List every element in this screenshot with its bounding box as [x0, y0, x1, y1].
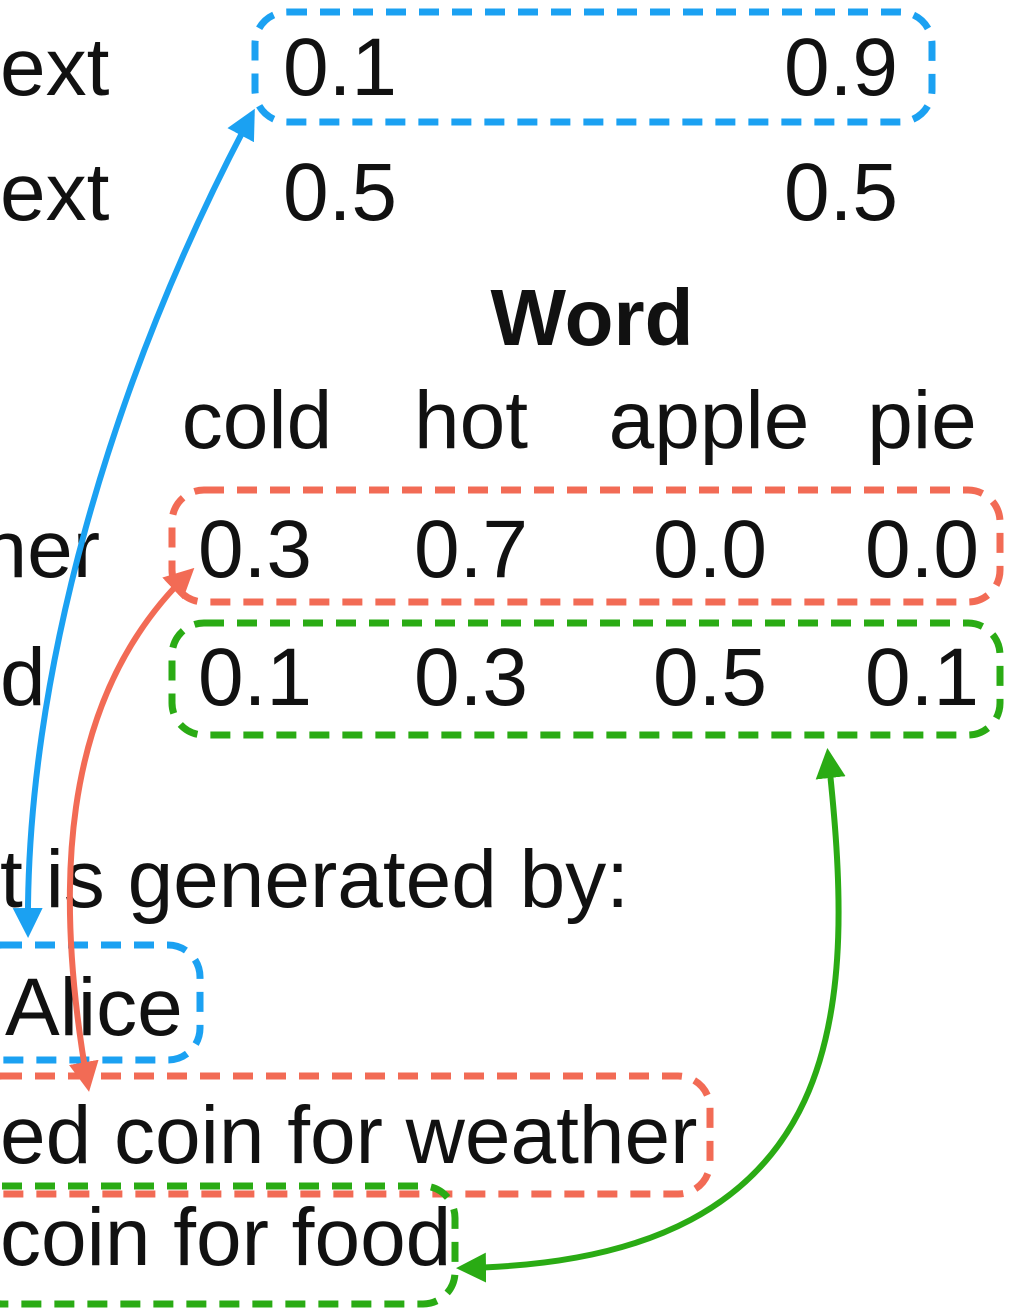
cell: 0.7 [414, 504, 528, 595]
step: coin for food [0, 1192, 451, 1283]
cell: 0.1 [865, 632, 979, 723]
cell: 0.1 [283, 22, 397, 113]
cell: 0.0 [865, 504, 979, 595]
arrow [12, 108, 255, 938]
arrow [66, 567, 195, 1092]
cell: 0.9 [784, 22, 898, 113]
cell: 0.3 [414, 632, 528, 723]
cell: 0.1 [198, 632, 312, 723]
row-label: her [0, 504, 100, 595]
column-header: hot [414, 375, 528, 466]
row-label: ext [0, 147, 110, 238]
column-header: cold [182, 375, 332, 466]
row-label: ext [0, 22, 110, 113]
table-title: Word [491, 273, 694, 362]
arrow [456, 748, 846, 1283]
highlight-box [0, 1072, 714, 1198]
step: Alice [5, 962, 183, 1053]
cell: 0.5 [784, 147, 898, 238]
step: ed coin for weather [0, 1090, 697, 1181]
cell: 0.5 [283, 147, 397, 238]
heading: t is generated by: [0, 834, 629, 925]
row-label: d [0, 632, 46, 723]
cell: 0.3 [198, 504, 312, 595]
column-header: pie [867, 375, 976, 466]
cell: 0.0 [653, 504, 767, 595]
column-header: apple [609, 375, 810, 466]
highlight-box [251, 8, 936, 126]
highlight-box [0, 1182, 459, 1308]
cell: 0.5 [653, 632, 767, 723]
